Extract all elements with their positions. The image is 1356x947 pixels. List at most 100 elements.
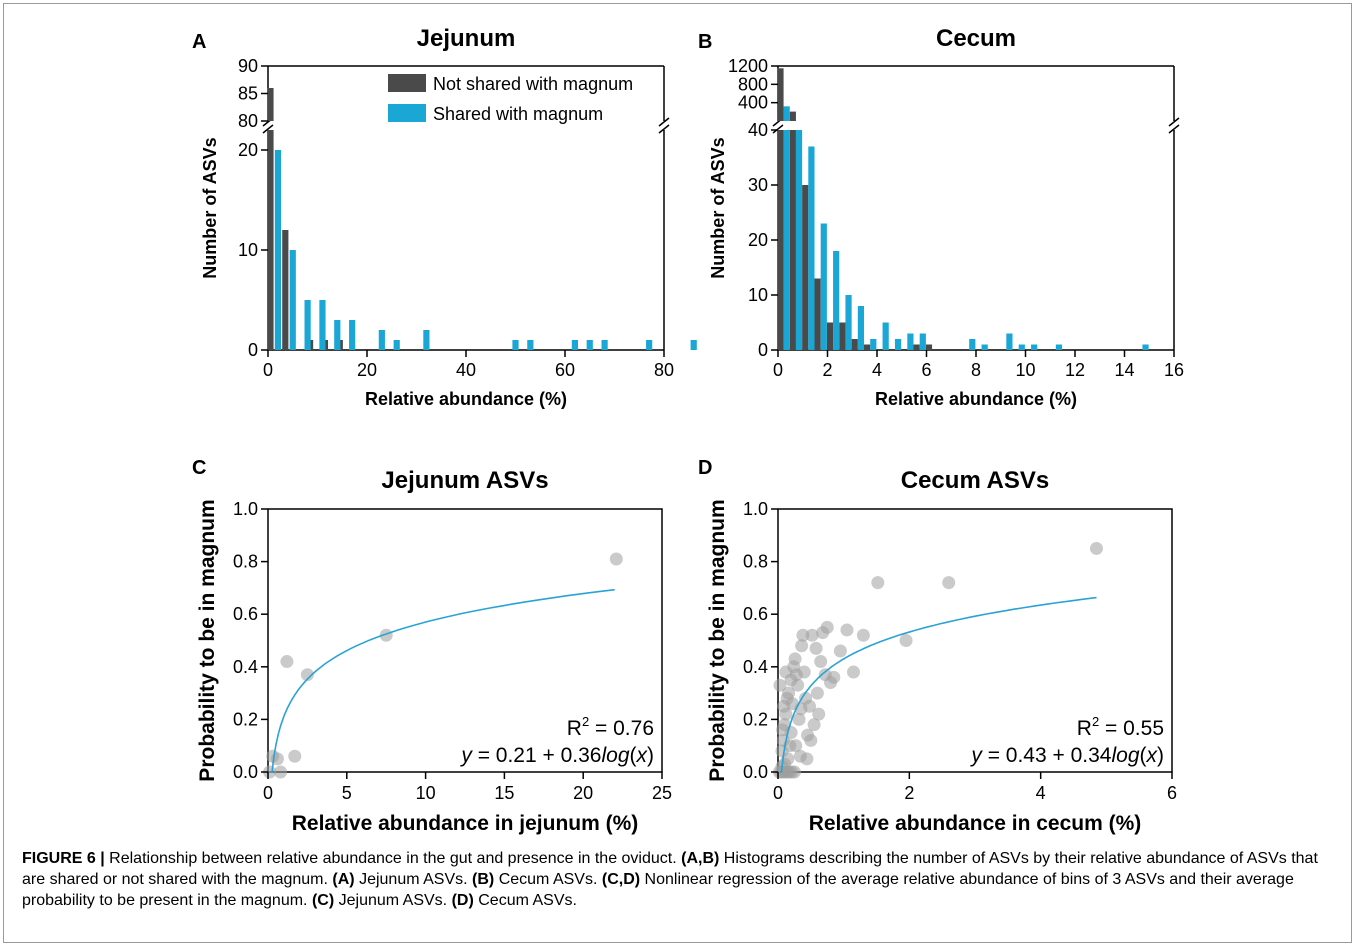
histogram-bar — [378, 330, 385, 350]
y-axis-label: Probability to be in magnum — [196, 499, 219, 781]
x-axis-label: Relative abundance in cecum (%) — [809, 812, 1142, 835]
caption-text: Cecum ASVs. — [478, 892, 577, 909]
x-tick-label: 12 — [1065, 360, 1085, 380]
r-squared-label: R2 = 0.55 — [1077, 714, 1164, 740]
scatter-point — [609, 552, 623, 566]
histogram-bar — [423, 330, 430, 350]
histogram-bar — [981, 344, 988, 350]
legend-label: Not shared with magnum — [433, 74, 633, 94]
scatter-point — [788, 652, 802, 666]
scatter-point — [796, 628, 810, 642]
y-tick-label: 0.8 — [743, 552, 768, 572]
histogram-bar — [913, 344, 920, 350]
histogram-bar — [839, 322, 846, 350]
scatter-point — [833, 644, 847, 658]
histogram-bar — [1055, 344, 1063, 350]
legend-swatch — [388, 74, 426, 92]
histogram-bar — [814, 278, 821, 350]
scatter-point — [847, 665, 861, 679]
histogram-bar — [274, 150, 281, 350]
scatter-point — [809, 641, 823, 655]
scatter-point — [807, 718, 821, 732]
scatter-point — [787, 765, 801, 779]
axis-break-mark — [658, 117, 670, 134]
histogram-bar — [795, 130, 803, 350]
y-tick-label: 0.4 — [743, 657, 768, 677]
y-tick-label: 10 — [238, 240, 258, 260]
histogram-bar — [319, 300, 326, 350]
y-tick-label: 90 — [238, 56, 258, 76]
legend-swatch — [388, 104, 426, 122]
plot-border — [777, 508, 1173, 773]
y-tick-label: 0.4 — [233, 657, 258, 677]
histogram-bar — [267, 130, 274, 350]
y-tick-label: 30 — [748, 175, 768, 195]
histogram-bar — [894, 339, 902, 350]
panel-label: C — [192, 457, 206, 479]
histogram-bar — [282, 230, 289, 350]
y-tick-label: 0.0 — [743, 762, 768, 782]
histogram-bar — [1018, 344, 1025, 350]
histogram-bar — [289, 250, 296, 350]
y-tick-label: 20 — [748, 230, 768, 250]
histogram-bar — [833, 251, 840, 350]
y-tick-label: 40 — [748, 120, 768, 140]
scatter-point — [810, 686, 824, 700]
histogram-bar — [512, 340, 519, 350]
histogram-bar — [601, 340, 608, 350]
x-tick-label: 15 — [494, 783, 514, 803]
histogram-bar — [527, 340, 534, 350]
histogram-bar — [808, 146, 815, 350]
scatter-point — [777, 699, 791, 713]
axis-break-mark — [1168, 117, 1180, 134]
scatter-point — [274, 765, 288, 779]
histogram-bar — [969, 339, 976, 350]
histogram-bar — [925, 344, 933, 350]
y-tick-label: 1.0 — [743, 499, 768, 519]
scatter-point — [812, 707, 826, 721]
caption-label: (A,B) — [681, 850, 720, 867]
y-tick-label: 20 — [238, 140, 258, 160]
caption-text: Histograms describing the number of ASVs… — [22, 850, 1318, 888]
scatter-point — [797, 665, 811, 679]
scatter-point — [300, 668, 314, 682]
caption-label: (C,D) — [601, 871, 641, 888]
scatter-point — [782, 686, 796, 700]
x-tick-label: 4 — [872, 360, 882, 380]
x-tick-label: 0 — [773, 783, 783, 803]
x-axis-label: Relative abundance in jejunum (%) — [292, 812, 639, 835]
y-tick-label: 400 — [738, 93, 768, 113]
y-tick-label: 0.8 — [233, 552, 258, 572]
scatter-point — [784, 673, 798, 687]
figure-caption: FIGURE 6 | Relationship between relative… — [22, 848, 1337, 911]
x-tick-label: 10 — [1015, 360, 1035, 380]
scatter-point — [792, 712, 806, 726]
histogram-bar — [349, 320, 356, 350]
y-tick-label: 1.0 — [233, 499, 258, 519]
x-axis-label: Relative abundance (%) — [365, 389, 567, 409]
plot-border — [267, 508, 663, 773]
scatter-point — [773, 678, 787, 692]
y-tick-label: 80 — [238, 111, 258, 131]
histogram-bar — [690, 340, 697, 350]
caption-text: Jejunum ASVs. — [359, 871, 468, 888]
y-tick-label: 10 — [748, 285, 768, 305]
x-tick-label: 2 — [822, 360, 832, 380]
scatter-point — [856, 628, 870, 642]
histogram-bar — [851, 339, 858, 350]
r-squared-label: R2 = 0.76 — [567, 714, 654, 740]
scatter-point — [280, 655, 294, 669]
x-tick-label: 60 — [555, 360, 575, 380]
histogram-bar — [783, 106, 790, 121]
y-tick-label: 0.2 — [743, 709, 768, 729]
x-tick-label: 0 — [263, 360, 273, 380]
scatter-point — [814, 655, 828, 669]
chart-title: Jejunum — [417, 25, 516, 52]
regression-curve — [268, 588, 615, 773]
x-tick-label: 40 — [456, 360, 476, 380]
scatter-point — [781, 752, 795, 766]
histogram-bar — [393, 340, 400, 350]
histogram-bar — [267, 88, 274, 121]
y-tick-label: 0.6 — [233, 604, 258, 624]
